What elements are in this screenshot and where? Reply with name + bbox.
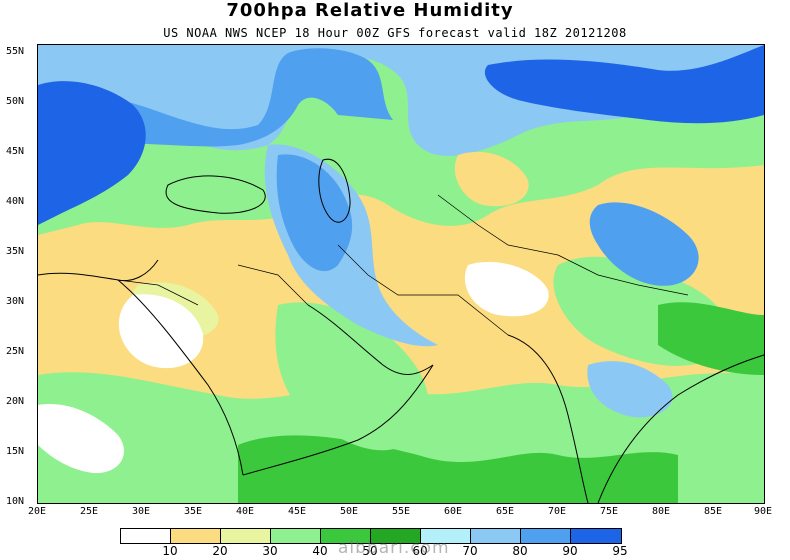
coastline-arabia-south <box>242 364 434 476</box>
colorbar-swatch-95 <box>571 529 621 543</box>
very-dry-africa <box>38 404 124 474</box>
colorbar <box>120 528 622 544</box>
colorbar-label-20: 20 <box>212 544 228 558</box>
lon-label-35e: 35E <box>183 506 203 517</box>
colorbar-swatch-60 <box>371 529 421 543</box>
lat-label-20n: 20N <box>6 396 25 407</box>
black-sea <box>165 175 266 214</box>
map-subtitle: US NOAA NWS NCEP 18 Hour 00Z GFS forecas… <box>163 26 627 40</box>
humidity-field <box>38 45 764 503</box>
watermark: albbari.com <box>338 538 450 558</box>
blue-east-core <box>589 202 699 286</box>
colorbar-swatch-70 <box>421 529 471 543</box>
colorbar-swatch-30 <box>221 529 271 543</box>
colorbar-label-60: 60 <box>412 544 428 558</box>
coastline-red-sea <box>117 279 244 476</box>
colorbar-label-90: 90 <box>562 544 578 558</box>
lat-label-30n: 30N <box>6 296 25 307</box>
colorbar-label-50: 50 <box>362 544 378 558</box>
lon-label-60e: 60E <box>443 506 463 517</box>
coastline-india <box>507 334 589 503</box>
lon-label-65e: 65E <box>495 506 515 517</box>
green-east-edge <box>658 302 764 375</box>
lat-label-25n: 25N <box>6 346 25 357</box>
dry-central-asia <box>454 151 529 207</box>
colorbar-label-10: 10 <box>162 544 178 558</box>
coastline-gulf <box>307 304 434 375</box>
blue-west <box>38 81 146 225</box>
lon-label-75e: 75E <box>599 506 619 517</box>
lon-label-30e: 30E <box>131 506 151 517</box>
very-dry-iran <box>464 261 549 317</box>
lon-label-90e: 90E <box>753 506 773 517</box>
green-arc-center <box>275 302 429 451</box>
lon-label-55e: 55E <box>391 506 411 517</box>
lon-label-70e: 70E <box>547 506 567 517</box>
colorbar-label-80: 80 <box>512 544 528 558</box>
lon-label-40e: 40E <box>235 506 255 517</box>
lat-label-40n: 40N <box>6 196 25 207</box>
colorbar-label-95: 95 <box>612 544 628 558</box>
map-title: 700hpa Relative Humidity <box>226 0 514 21</box>
lat-label-10n: 10N <box>6 496 25 507</box>
lat-label-15n: 15N <box>6 446 25 457</box>
green-core-south <box>238 435 678 503</box>
colorbar-swatch-20 <box>171 529 221 543</box>
colorbar-swatch-80 <box>471 529 521 543</box>
lon-label-45e: 45E <box>287 506 307 517</box>
lat-label-50n: 50N <box>6 96 25 107</box>
mediterranean-coast <box>38 259 159 282</box>
blue-southeast <box>587 361 673 418</box>
colorbar-label-40: 40 <box>312 544 328 558</box>
lat-label-35n: 35N <box>6 246 25 257</box>
very-dry-arabia <box>118 294 204 369</box>
border-lines <box>117 194 689 336</box>
colorbar-swatch-10 <box>121 529 171 543</box>
colorbar-swatch-40 <box>271 529 321 543</box>
lat-label-55n: 55N <box>6 46 25 57</box>
lon-label-25e: 25E <box>79 506 99 517</box>
lon-label-50e: 50E <box>339 506 359 517</box>
blue-center-core <box>276 154 353 272</box>
blue-ne-core <box>484 45 764 124</box>
caspian-sea <box>318 158 351 223</box>
coastline-india-east <box>597 354 764 503</box>
lon-label-20e: 20E <box>27 506 47 517</box>
lon-label-85e: 85E <box>703 506 723 517</box>
lat-label-45n: 45N <box>6 146 25 157</box>
humidity-map <box>37 44 765 504</box>
colorbar-swatch-50 <box>321 529 371 543</box>
colorbar-swatch-90 <box>521 529 571 543</box>
colorbar-label-70: 70 <box>462 544 478 558</box>
colorbar-label-30: 30 <box>262 544 278 558</box>
lon-label-80e: 80E <box>651 506 671 517</box>
